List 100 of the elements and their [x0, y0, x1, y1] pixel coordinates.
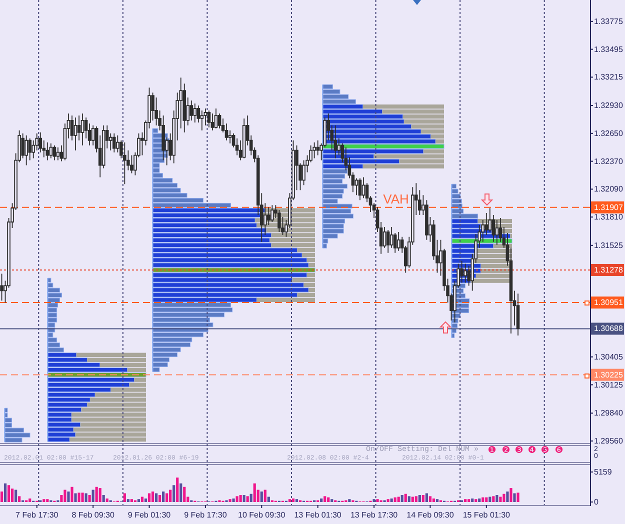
bar — [246, 496, 249, 502]
bar — [84, 493, 88, 502]
bar — [492, 496, 495, 502]
bar — [148, 493, 151, 502]
bar — [506, 492, 509, 502]
bar — [264, 490, 266, 502]
bar — [253, 483, 256, 502]
bar — [288, 499, 292, 502]
bar — [482, 497, 484, 502]
candlestick — [52, 144, 56, 161]
bar — [46, 499, 49, 502]
bar — [397, 496, 400, 502]
y-tick-label: 1.32650 — [594, 128, 624, 138]
x-tick-label: 10 Feb 09:30 — [238, 510, 286, 520]
bar — [260, 492, 263, 502]
bar — [151, 492, 154, 502]
y-tick-label: 1.29560 — [594, 436, 624, 446]
bar — [232, 498, 235, 502]
bar — [70, 486, 74, 502]
bar — [78, 492, 80, 502]
bar — [7, 485, 10, 502]
bar — [418, 495, 421, 502]
y-tick-label: 1.32370 — [594, 156, 624, 166]
bar — [130, 499, 133, 502]
candlestick — [464, 263, 467, 284]
bar — [488, 496, 492, 502]
x-tick-label: 13 Feb 01:30 — [294, 510, 342, 520]
candlestick — [0, 273, 4, 302]
bar — [485, 497, 488, 502]
text: ❻ — [554, 445, 564, 456]
candlestick — [46, 142, 50, 161]
bar — [236, 496, 238, 502]
y-tick-label: 0 — [594, 498, 599, 506]
x-tick-label: 14 Feb 09:30 — [406, 510, 454, 520]
ref-line-label: 1.31278 — [594, 265, 624, 274]
ref-line-label: 1.30225 — [594, 370, 624, 380]
candlestick — [24, 134, 28, 166]
bar — [516, 492, 520, 502]
bar — [422, 495, 424, 502]
candlestick — [224, 122, 228, 141]
bar — [0, 492, 4, 502]
bar — [18, 496, 21, 502]
ref-line-label: 1.30951 — [594, 298, 624, 308]
bar — [183, 486, 186, 502]
candlestick — [130, 154, 134, 174]
candlestick — [207, 110, 211, 128]
candlestick — [358, 178, 362, 201]
candlestick — [460, 260, 464, 284]
bar — [228, 499, 232, 502]
bar — [428, 496, 432, 502]
bar — [239, 495, 242, 502]
candlestick — [516, 293, 520, 336]
candlestick — [74, 117, 78, 151]
x-tick-label: 13 Feb 17:30 — [350, 510, 398, 520]
bar — [376, 499, 379, 502]
x-tick-label: 9 Feb 01:30 — [128, 510, 172, 520]
candlestick — [56, 146, 60, 161]
candlestick — [386, 230, 390, 254]
bar — [172, 485, 176, 502]
y-tick-label: 1.30125 — [594, 380, 624, 390]
candlestick — [112, 132, 116, 153]
bar — [468, 499, 470, 502]
y-tick-label: 1.33215 — [594, 72, 624, 82]
bar — [436, 499, 439, 502]
bar — [162, 492, 165, 502]
candlestick — [49, 142, 53, 159]
bar — [176, 478, 179, 502]
bar — [10, 488, 14, 502]
candlestick — [214, 108, 218, 129]
bar — [499, 496, 502, 502]
x-tick-label: 15 Feb 01:30 — [462, 510, 511, 520]
candlestick — [242, 118, 246, 159]
bar — [513, 493, 516, 502]
ref-line-label: 1.30688 — [594, 324, 624, 334]
bar — [474, 499, 478, 502]
bar — [408, 496, 410, 502]
bar — [471, 498, 474, 502]
x-tick-label: 8 Feb 09:30 — [72, 510, 115, 520]
y-tick-label: 1.29840 — [594, 408, 624, 418]
bar — [348, 499, 351, 502]
y-tick-label: 1.31525 — [594, 240, 624, 250]
bar — [14, 490, 18, 502]
bar — [478, 498, 481, 502]
candlestick — [334, 124, 338, 159]
text: ❸ — [514, 445, 524, 456]
bar — [126, 499, 130, 502]
bar — [320, 498, 323, 502]
y-tick-label: 1.33775 — [594, 16, 624, 26]
bar — [295, 499, 298, 502]
bar — [496, 495, 498, 502]
candlestick — [312, 142, 316, 159]
bar — [464, 499, 467, 502]
bar — [98, 488, 102, 502]
bar — [425, 493, 428, 502]
bar — [92, 490, 94, 502]
bar — [400, 495, 404, 502]
candlestick — [270, 204, 274, 222]
bar — [180, 483, 182, 502]
bar — [250, 494, 252, 502]
bar — [242, 495, 246, 502]
